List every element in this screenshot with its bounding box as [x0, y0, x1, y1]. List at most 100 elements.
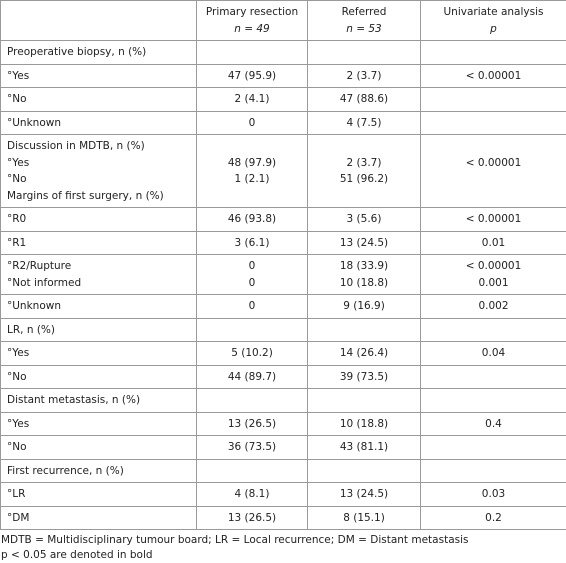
table-cell — [197, 459, 308, 483]
cell-line: 8 (15.1) — [314, 510, 414, 527]
table-cell: 4 (8.1) — [197, 483, 308, 507]
cell-line: 0.04 — [427, 345, 560, 362]
table-cell: 0.04 — [421, 342, 566, 366]
table-cell — [308, 389, 421, 413]
cell-line: 13 (24.5) — [314, 486, 414, 503]
table-cell — [197, 318, 308, 342]
table-cell: LR, n (%) — [1, 318, 197, 342]
table-row: Preoperative biopsy, n (%) — [1, 41, 566, 65]
cell-line: 43 (81.1) — [314, 439, 414, 456]
cell-line — [427, 138, 560, 155]
cell-line: 1 (2.1) — [203, 171, 301, 188]
cell-line: 0.001 — [427, 275, 560, 292]
cell-line: 3 (5.6) — [314, 211, 414, 228]
table-cell: 44 (89.7) — [197, 365, 308, 389]
cell-line: °R1 — [7, 235, 190, 252]
table-cell: 39 (73.5) — [308, 365, 421, 389]
table-cell: 2 (3.7)51 (96.2) — [308, 135, 421, 208]
cell-line: °Unknown — [7, 298, 190, 315]
cell-line: LR, n (%) — [7, 322, 190, 339]
cell-line: < 0.00001 — [427, 155, 560, 172]
cell-line: 48 (97.9) — [203, 155, 301, 172]
table-cell — [1, 1, 197, 41]
cell-line: 13 (24.5) — [314, 235, 414, 252]
cell-line: Margins of first surgery, n (%) — [7, 188, 190, 205]
table-cell — [421, 389, 566, 413]
cell-line: 4 (7.5) — [314, 115, 414, 132]
table-cell: °R1 — [1, 231, 197, 255]
cell-line: °Yes — [7, 68, 190, 85]
cell-line: °LR — [7, 486, 190, 503]
table-cell: 13 (26.5) — [197, 506, 308, 530]
table-cell: °Unknown — [1, 111, 197, 135]
table-cell: °No — [1, 365, 197, 389]
cell-line: 0 — [203, 258, 301, 275]
table-cell — [197, 41, 308, 65]
cell-line: °No — [7, 439, 190, 456]
table-cell: 9 (16.9) — [308, 295, 421, 319]
cell-line: Discussion in MDTB, n (%) — [7, 138, 190, 155]
cell-line: °No — [7, 171, 190, 188]
cell-line: 0 — [203, 115, 301, 132]
table-cell: 4 (7.5) — [308, 111, 421, 135]
cell-line: 13 (26.5) — [203, 416, 301, 433]
cell-line: 2 (3.7) — [314, 155, 414, 172]
table-cell: < 0.00001 — [421, 135, 566, 208]
table-cell — [308, 318, 421, 342]
cell-line: 10 (18.8) — [314, 416, 414, 433]
table-cell: °LR — [1, 483, 197, 507]
cell-line: 39 (73.5) — [314, 369, 414, 386]
cell-line: 46 (93.8) — [203, 211, 301, 228]
table-row: LR, n (%) — [1, 318, 566, 342]
cell-line: °Yes — [7, 416, 190, 433]
cell-line: 10 (18.8) — [314, 275, 414, 292]
cell-line: 14 (26.4) — [314, 345, 414, 362]
table-cell: 18 (33.9)10 (18.8) — [308, 255, 421, 295]
cell-line: < 0.00001 — [427, 211, 560, 228]
table-cell: °Yes — [1, 342, 197, 366]
cell-line: 0 — [203, 275, 301, 292]
cell-line: 47 (88.6) — [314, 91, 414, 108]
table-cell — [421, 88, 566, 112]
cell-line: Distant metastasis, n (%) — [7, 392, 190, 409]
cell-line: 44 (89.7) — [203, 369, 301, 386]
table-cell: °R0 — [1, 208, 197, 232]
cell-line: p — [427, 21, 560, 38]
cell-line: 9 (16.9) — [314, 298, 414, 315]
table-cell: Preoperative biopsy, n (%) — [1, 41, 197, 65]
table-cell: 0.002 — [421, 295, 566, 319]
cell-line: °No — [7, 91, 190, 108]
table-cell: 0.03 — [421, 483, 566, 507]
table-cell: °DM — [1, 506, 197, 530]
cell-line: °Yes — [7, 155, 190, 172]
cell-line — [203, 138, 301, 155]
table-cell: °Unknown — [1, 295, 197, 319]
table-cell: 0.2 — [421, 506, 566, 530]
cell-line: °Not informed — [7, 275, 190, 292]
cell-line: 13 (26.5) — [203, 510, 301, 527]
table-cell — [421, 41, 566, 65]
cell-line: Preoperative biopsy, n (%) — [7, 44, 190, 61]
table-row: °LR 4 (8.1) 13 (24.5) 0.03 — [1, 483, 566, 507]
cell-line: °R0 — [7, 211, 190, 228]
footnote: MDTB = Multidisciplinary tumour board; L… — [0, 533, 566, 548]
table-cell — [421, 365, 566, 389]
cell-line: Primary resection — [203, 4, 301, 21]
cell-line: 0.4 — [427, 416, 560, 433]
table-cell: °R2/Rupture°Not informed — [1, 255, 197, 295]
cell-line: Univariate analysis — [427, 4, 560, 21]
table-cell: 0.4 — [421, 412, 566, 436]
